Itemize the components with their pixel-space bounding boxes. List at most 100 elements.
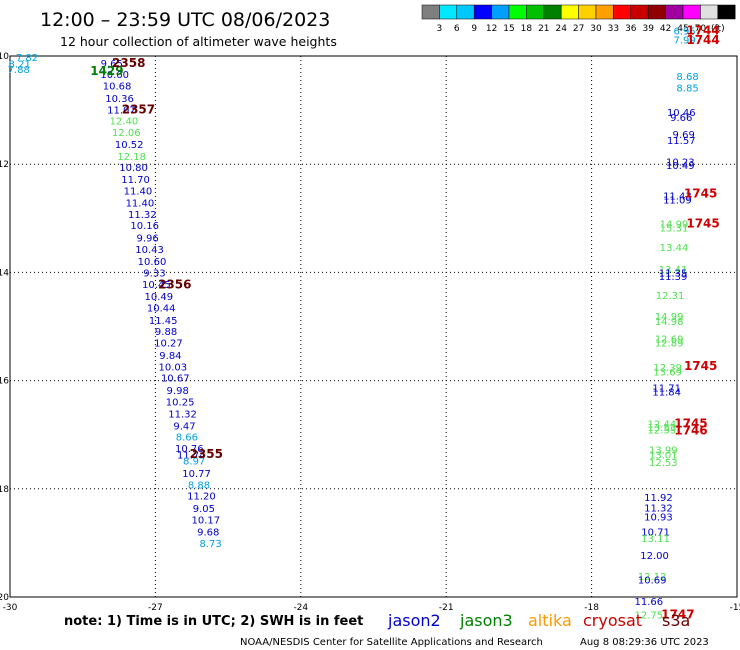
pass-time-label: 1744: [686, 33, 719, 47]
wave-height-label: 11.43: [663, 191, 692, 202]
wave-height-label: 12.75: [634, 611, 663, 622]
wave-height-label: 7.82: [16, 53, 38, 64]
wave-height-label: 12.39: [653, 363, 682, 374]
scale-label: 27: [573, 24, 584, 34]
wave-height-label: 11.84: [652, 388, 681, 399]
pass-time-label: 1745: [684, 359, 717, 373]
scale-label: 36: [625, 24, 637, 34]
pass-time-label: 1745: [686, 216, 719, 230]
wave-height-label: 9.65: [101, 59, 123, 70]
scale-swatch: [526, 4, 545, 20]
wave-height-label: 6.95: [674, 26, 696, 37]
wave-height-label: 13.11: [641, 534, 670, 545]
wave-height-label: 13.01: [649, 451, 678, 462]
wave-height-label: 8.68: [676, 72, 698, 83]
scale-label: 42: [660, 24, 671, 34]
scale-label: 3: [437, 24, 443, 34]
y-tick-label: -12: [0, 160, 9, 170]
wave-height-label: 9.33: [143, 269, 165, 280]
wave-height-label: 11.92: [644, 493, 673, 504]
wave-height-label: 8.97: [183, 456, 205, 467]
pass-time-label: 1745: [684, 187, 717, 201]
wave-height-label: 11.71: [652, 383, 681, 394]
wave-height-label: 14.99: [655, 312, 684, 323]
scale-swatch: [717, 4, 736, 20]
wave-height-label: 8.21: [9, 59, 31, 70]
x-tick-label: -18: [584, 603, 599, 613]
plot-frame: [9, 55, 738, 598]
pass-time-label: 2355: [190, 447, 223, 461]
wave-height-label: 8.88: [188, 480, 210, 491]
scale-swatch: [560, 4, 579, 20]
pass-time-label: 1747: [661, 608, 694, 622]
wave-height-label: 13.69: [653, 368, 682, 379]
wave-height-label: 8.66: [176, 433, 198, 444]
scale-swatch: [647, 4, 666, 20]
pass-time-label: 1746: [674, 424, 707, 438]
wave-height-label: 11.32: [644, 504, 673, 515]
wave-height-label: 10.44: [147, 303, 176, 314]
wave-height-label: 11.74: [177, 451, 206, 462]
wave-height-label: 10.69: [638, 575, 667, 586]
wave-height-label: 9.69: [673, 130, 695, 141]
wave-height-label: 11.40: [124, 186, 153, 197]
wave-height-label: 10.93: [644, 513, 673, 524]
scale-swatch: [473, 4, 492, 20]
scale-label: 18: [521, 24, 533, 34]
mission-label-altika: altika: [528, 611, 572, 630]
mission-legend: jason2 jason3 altika cryosat s3a: [387, 611, 690, 630]
mission-label-s3a: s3a: [662, 611, 690, 630]
wave-height-label: 11.20: [187, 492, 216, 503]
mission-label-jason3: jason3: [459, 611, 513, 630]
wave-height-label: 10.71: [641, 527, 670, 538]
scale-swatch: [491, 4, 510, 20]
pass-time-label: 1745: [674, 417, 707, 431]
wave-height-label: 8.73: [200, 539, 222, 550]
plot-border: [9, 55, 738, 598]
wave-height-label: 12.44: [648, 420, 677, 431]
wave-height-label: 12.00: [640, 551, 669, 562]
scale-label: 15: [503, 24, 514, 34]
wave-height-label: 10.17: [191, 515, 220, 526]
wave-height-label: 12.55: [648, 426, 677, 437]
wave-height-label: 7.88: [8, 65, 30, 76]
wave-height-label: 9.66: [670, 113, 692, 124]
wave-height-label: 12.18: [117, 152, 146, 163]
wave-height-label: 9.88: [155, 327, 177, 338]
footer-timestamp: Aug 8 08:29:36 UTC 2023: [580, 637, 709, 648]
wave-height-label: 10.52: [115, 140, 144, 151]
wave-height-label: 13.99: [649, 446, 678, 457]
wave-height-label: 11.32: [168, 409, 197, 420]
scale-swatch: [421, 4, 440, 20]
pass-time-label: 2357: [122, 102, 155, 116]
axis-tick-labels: -30 -27 -24 -21 -18 -15 -10 -12 -14 -16 -18 -20: [0, 52, 740, 613]
y-tick-label: -14: [0, 268, 9, 278]
wave-height-label: 9.98: [167, 386, 189, 397]
wave-height-values: 7.828.217.889.6510.6010.6810.3611.0712.4…: [8, 26, 699, 621]
scale-label: 6: [454, 24, 460, 34]
mission-label-jason2: jason2: [387, 611, 441, 630]
wave-height-label: 11.70: [121, 175, 150, 186]
scale-label: 45: [677, 24, 688, 34]
wave-height-label: 12.12: [638, 572, 667, 583]
color-scale-legend: 3 6 9 12 15 18 21 24 27 30 33 36 39 42 45 70 (ft): [421, 4, 736, 34]
x-tick-label: -27: [148, 603, 163, 613]
wave-height-label: 11.07: [107, 105, 136, 116]
wave-height-label: 10.77: [182, 469, 211, 480]
wave-height-label: 10.45: [142, 280, 171, 291]
y-tick-label: -10: [0, 52, 9, 62]
scale-swatch: [682, 4, 701, 20]
wave-height-label: 10.67: [161, 374, 190, 385]
wave-height-label: 11.40: [126, 198, 155, 209]
wave-height-label: 10.25: [166, 397, 195, 408]
wave-height-label: 11.39: [659, 272, 688, 283]
wave-height-label: 10.23: [666, 157, 695, 168]
wave-height-label: 10.49: [666, 161, 695, 172]
wave-height-label: 10.60: [100, 70, 129, 81]
wave-height-label: 12.89: [655, 339, 684, 350]
wave-height-label: 8.85: [676, 84, 698, 95]
wave-height-label: 9.96: [137, 234, 159, 245]
wave-height-label: 11.57: [667, 136, 696, 147]
